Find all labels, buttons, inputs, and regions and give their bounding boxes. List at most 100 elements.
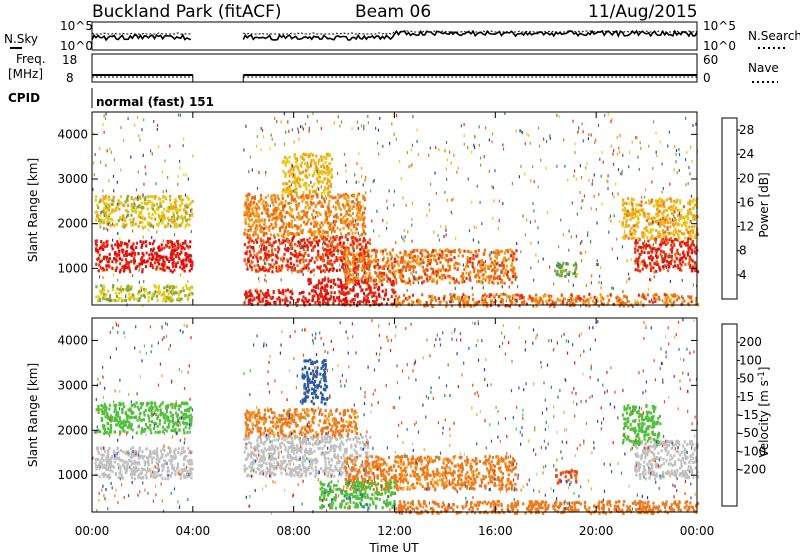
data-cell [670, 199, 673, 203]
data-cell [587, 298, 590, 302]
data-cell [368, 266, 370, 270]
data-cell [112, 174, 115, 178]
data-cell [322, 300, 325, 304]
data-cell [272, 209, 275, 213]
data-cell [288, 224, 291, 228]
data-cell [325, 289, 329, 293]
data-cell [260, 148, 262, 152]
data-cell [391, 248, 394, 252]
data-cell [296, 180, 299, 183]
data-cell [368, 279, 372, 283]
data-cell [286, 211, 289, 214]
data-cell [676, 208, 679, 212]
data-cell [364, 238, 367, 242]
data-cell [132, 202, 135, 206]
data-cell [511, 259, 514, 263]
data-cell [147, 299, 150, 303]
data-cell [641, 293, 645, 296]
data-cell [246, 204, 249, 208]
data-cell [560, 293, 563, 297]
data-cell [283, 232, 286, 236]
data-cell [271, 253, 274, 256]
data-cell [303, 264, 306, 268]
data-cell [280, 226, 283, 229]
data-cell [345, 203, 348, 207]
data-cell [502, 274, 505, 278]
data-cell [417, 276, 421, 280]
data-cell [136, 241, 139, 245]
data-cell [693, 231, 695, 234]
data-cell [124, 242, 128, 246]
data-cell [267, 237, 270, 241]
data-cell [363, 258, 366, 262]
data-cell [178, 290, 181, 294]
data-cell [451, 299, 455, 303]
data-cell [664, 230, 667, 234]
data-cell [631, 205, 634, 209]
data-cell [251, 299, 254, 303]
data-cell [107, 298, 110, 302]
data-cell [102, 285, 105, 288]
data-cell [326, 254, 329, 258]
data-cell [694, 302, 697, 306]
data-cell [647, 251, 650, 255]
data-cell [590, 133, 592, 137]
data-cell [630, 197, 633, 201]
data-cell [283, 142, 286, 146]
data-cell [682, 221, 686, 225]
data-cell [443, 273, 446, 277]
data-cell [410, 265, 413, 269]
data-cell [331, 265, 334, 269]
data-cell [436, 270, 439, 274]
data-cell [511, 261, 513, 265]
data-cell [165, 264, 167, 268]
data-cell [364, 243, 368, 247]
data-cell [576, 212, 578, 216]
data-cell [99, 213, 102, 217]
data-cell [549, 296, 551, 300]
data-cell [246, 214, 249, 218]
data-cell [104, 255, 107, 259]
data-cell [357, 272, 360, 276]
data-cell [570, 293, 573, 297]
data-cell [281, 264, 284, 268]
data-cell [533, 278, 535, 282]
data-cell [526, 132, 528, 136]
data-cell [111, 218, 114, 222]
data-cell [582, 302, 585, 306]
data-cell [395, 304, 398, 308]
data-cell [127, 202, 129, 206]
data-cell [364, 178, 366, 182]
data-cell [249, 298, 252, 301]
data-cell [625, 234, 628, 238]
data-cell [270, 223, 273, 226]
data-cell [455, 280, 458, 283]
data-cell [682, 255, 685, 259]
data-cell [529, 220, 532, 224]
noise-right-label: N.Search [748, 29, 800, 43]
data-cell [493, 271, 497, 275]
data-cell [606, 294, 609, 298]
data-cell [282, 240, 285, 244]
data-cell [549, 134, 551, 138]
data-cell [635, 257, 638, 261]
data-cell [285, 295, 287, 299]
data-cell [386, 257, 389, 260]
data-cell [140, 201, 143, 205]
data-cell [629, 229, 632, 233]
data-cell [582, 298, 585, 302]
data-cell [506, 249, 509, 252]
noise-traces [91, 29, 698, 42]
data-cell [320, 192, 323, 195]
data-cell [107, 260, 110, 264]
data-cell [351, 240, 354, 244]
data-cell [512, 266, 515, 270]
data-cell [150, 224, 153, 228]
data-cell [626, 214, 629, 218]
data-cell [273, 216, 276, 220]
data-cell [190, 230, 192, 233]
data-cell [371, 295, 374, 299]
data-cell [260, 197, 263, 201]
data-cell [160, 263, 163, 267]
data-cell [401, 268, 404, 272]
